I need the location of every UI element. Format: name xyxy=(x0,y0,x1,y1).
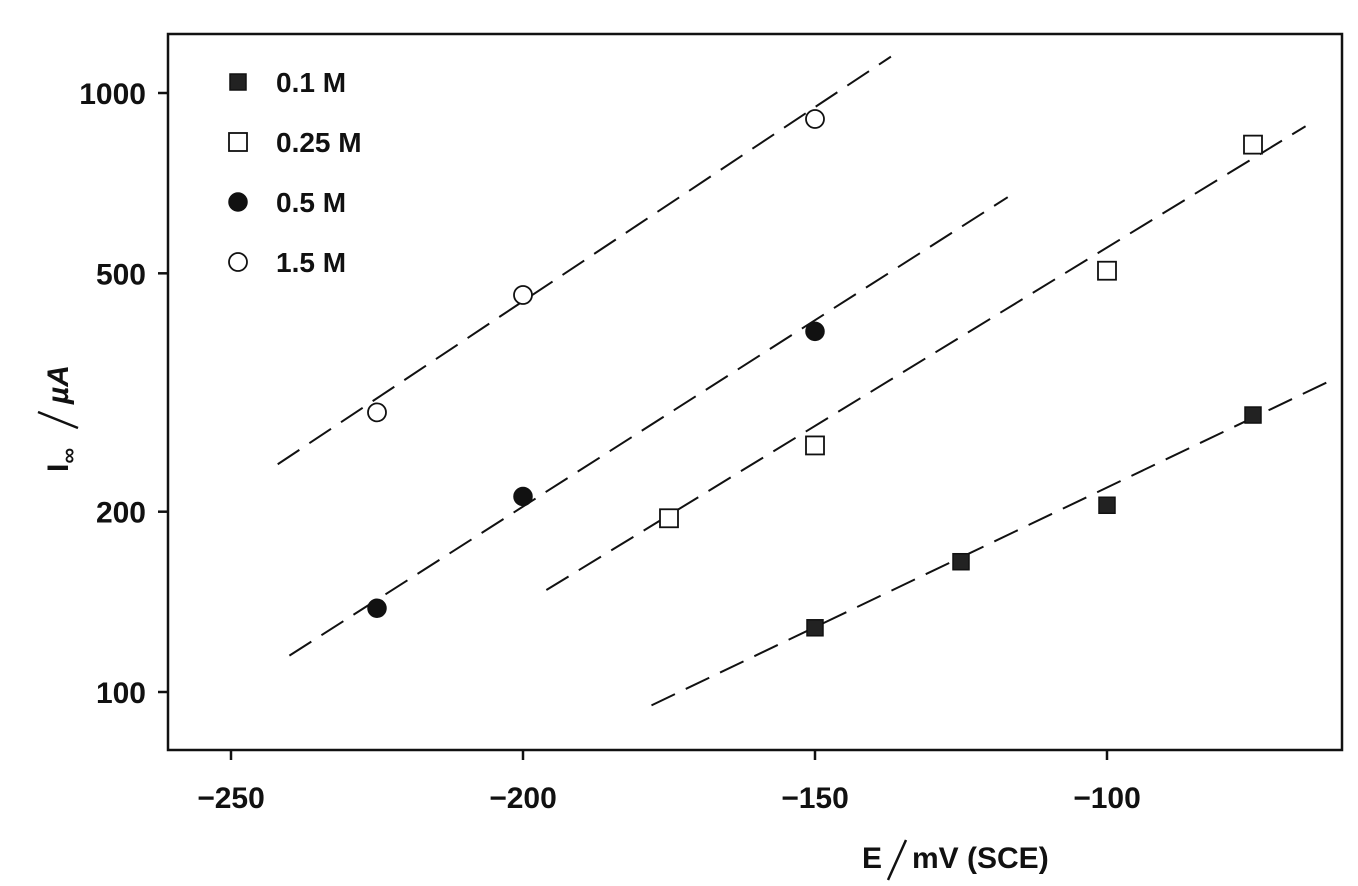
fit-line-0-5-M xyxy=(288,196,1009,657)
legend-marker xyxy=(228,132,248,152)
legend-marker xyxy=(228,192,248,212)
legend-label: 0.1 M xyxy=(276,67,346,98)
data-point xyxy=(1243,134,1263,155)
y-axis-title-main: I xyxy=(42,464,75,472)
x-axis-title-slash xyxy=(886,839,908,881)
legend-label: 1.5 M xyxy=(276,247,346,278)
y-axis-title: I∞ µA xyxy=(37,365,81,472)
x-axis-ticks: −250 −200 −150 −100 xyxy=(197,750,1141,815)
data-point xyxy=(1098,496,1116,515)
y-axis-title-slash xyxy=(37,410,79,430)
data-point xyxy=(659,508,679,529)
x-axis-title-unit: mV (SCE) xyxy=(912,842,1049,875)
legend-label: 0.25 M xyxy=(276,127,362,158)
data-point xyxy=(367,598,387,618)
data-points xyxy=(367,109,1263,637)
y-axis-ticks: 100 200 500 1000 xyxy=(79,78,168,710)
fit-line-1-5-M xyxy=(277,55,892,466)
data-point xyxy=(367,402,387,423)
data-point xyxy=(513,486,533,507)
data-point xyxy=(1244,406,1262,424)
y-tick-label: 500 xyxy=(96,258,146,291)
plot-frame xyxy=(166,32,1344,752)
y-axis-title-unit: µA xyxy=(42,365,75,405)
legend-marker xyxy=(228,252,248,272)
data-point xyxy=(805,109,825,129)
data-point xyxy=(806,619,824,637)
fit-line-0-1-M xyxy=(651,380,1330,707)
legend-marker xyxy=(229,73,247,91)
x-tick-label: −150 xyxy=(781,782,849,815)
legend: 0.1 M 0.25 M 0.5 M 1.5 M xyxy=(228,67,362,278)
fit-line-0-25-M xyxy=(545,125,1307,591)
legend-label: 0.5 M xyxy=(276,187,346,218)
data-point xyxy=(805,321,825,342)
x-tick-label: −200 xyxy=(489,782,557,815)
y-tick-label: 100 xyxy=(96,677,146,710)
x-tick-label: −250 xyxy=(197,782,265,815)
y-tick-label: 1000 xyxy=(79,78,146,111)
fit-lines xyxy=(277,55,1330,707)
x-axis-title-main: E xyxy=(862,842,882,875)
y-axis-title-sub: ∞ xyxy=(56,448,81,464)
data-point xyxy=(805,435,825,456)
svg-text:I∞: I∞ xyxy=(42,448,81,472)
data-point xyxy=(952,552,970,571)
data-point xyxy=(513,285,533,305)
x-axis-title: E mV (SCE) xyxy=(862,839,1049,881)
y-tick-label: 200 xyxy=(96,497,146,530)
x-tick-label: −100 xyxy=(1073,782,1141,815)
data-point xyxy=(1097,260,1117,281)
